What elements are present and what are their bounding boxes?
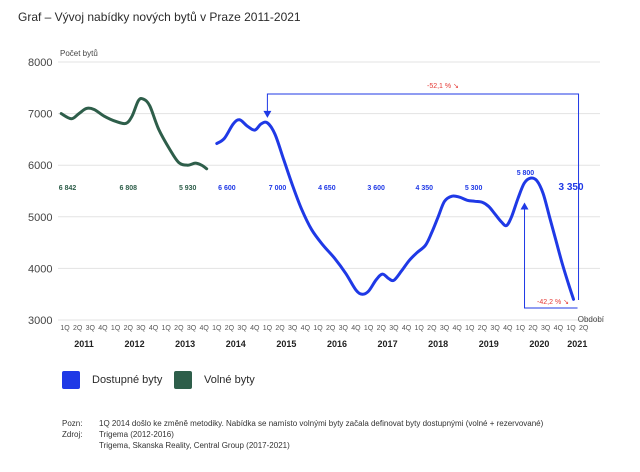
x-tick-quarter: 2Q [275, 325, 285, 332]
line-chart: 8000 7000 6000 5000 4000 3000 Počet bytů Období… [28, 49, 605, 349]
x-tick-quarter: 1Q [162, 325, 172, 332]
y-tick-label: 8000 [28, 57, 52, 69]
source-key: Zdroj: [62, 430, 83, 439]
x-tick-quarter: 4Q [554, 325, 564, 332]
x-tick-quarter: 1Q [566, 325, 576, 332]
x-tick-quarter: 3Q [187, 325, 197, 332]
x-tick-quarter: 1Q [516, 325, 526, 332]
source-line-1: Trigema (2012-2016) [99, 430, 174, 439]
y-tick-label: 5000 [28, 212, 52, 224]
x-tick-quarter: 2Q [377, 325, 387, 332]
x-tick-quarter: 3Q [490, 325, 500, 332]
legend-label-volne: Volné byty [204, 374, 255, 386]
x-tick-quarter: 4Q [98, 325, 108, 332]
series-line-dostupne-byty [215, 118, 576, 301]
x-tick-quarter: 3Q [237, 325, 247, 332]
source-line-2: Trigema, Skanska Reality, Central Group … [99, 441, 290, 450]
y-tick-label: 7000 [28, 109, 52, 121]
x-tick-quarter: 2Q [124, 325, 134, 332]
x-tick-quarter: 2Q [427, 325, 437, 332]
data-label: 7 000 [269, 185, 287, 192]
legend-label-dostupne: Dostupné byty [92, 374, 163, 386]
data-label: 5 300 [465, 185, 483, 192]
annotation-arrowhead [263, 110, 272, 118]
note-key: Pozn: [62, 419, 83, 428]
data-label: 5 930 [179, 185, 197, 192]
x-tick-year: 2012 [125, 339, 145, 349]
x-tick-quarter: 4Q [250, 325, 260, 332]
x-tick-quarter: 4Q [452, 325, 462, 332]
y-tick-label: 6000 [28, 160, 52, 172]
x-tick-quarter: 2Q [326, 325, 336, 332]
series-line-volne-byty [59, 97, 209, 171]
x-tick-quarter: 1Q [111, 325, 121, 332]
legend-swatch-blue [62, 371, 80, 389]
x-tick-year: 2014 [226, 339, 246, 349]
x-tick-year: 2020 [529, 339, 549, 349]
data-label: 3 350 [558, 182, 583, 193]
x-tick-quarter: 3Q [541, 325, 551, 332]
annotation-bracket-42 [524, 205, 578, 309]
x-tick-quarter: 1Q [263, 325, 273, 332]
footnotes: Pozn: 1Q 2014 došlo ke změně metodiky. Na… [62, 418, 543, 451]
annotation-arrowhead [520, 202, 529, 210]
x-tick-quarter: 2Q [225, 325, 235, 332]
x-tick-quarter: 3Q [389, 325, 399, 332]
y-tick-label: 4000 [28, 263, 52, 275]
y-axis-title: Počet bytů [60, 49, 98, 58]
x-tick-quarter: 1Q [313, 325, 323, 332]
x-tick-quarter: 2Q [174, 325, 184, 332]
x-tick-quarter: 2Q [579, 325, 589, 332]
data-label: 6 600 [218, 185, 236, 192]
x-tick-year: 2015 [276, 339, 296, 349]
x-tick-year: 2013 [175, 339, 195, 349]
x-tick-quarter: 4Q [351, 325, 361, 332]
data-label: 6 808 [119, 185, 137, 192]
annotation-label-52: -52,1 % ↘ [427, 83, 459, 90]
x-tick-quarter: 1Q [465, 325, 475, 332]
x-tick-quarter: 3Q [288, 325, 298, 332]
x-tick-year: 2021 [567, 339, 587, 349]
chart-title: Graf – Vývoj nabídky nových bytů v Praze… [18, 10, 301, 24]
x-axis-title: Období [578, 315, 605, 324]
annotation-label-42: -42,2 % ↘ [537, 299, 569, 306]
x-tick-quarter: 2Q [528, 325, 538, 332]
data-label: 3 600 [367, 185, 385, 192]
x-tick-quarter: 4Q [199, 325, 209, 332]
data-label: 4 350 [415, 185, 433, 192]
data-label: 5 800 [517, 170, 535, 177]
annotation-bracket-52 [266, 93, 580, 300]
x-tick-quarter: 1Q [364, 325, 374, 332]
x-tick-quarter: 3Q [136, 325, 146, 332]
legend-swatch-green [174, 371, 192, 389]
x-tick-quarter: 4Q [301, 325, 311, 332]
x-tick-quarter: 3Q [86, 325, 96, 332]
x-tick-quarter: 1Q [212, 325, 222, 332]
x-tick-quarter: 2Q [478, 325, 488, 332]
data-label: 4 650 [318, 185, 336, 192]
x-tick-quarter: 2Q [73, 325, 83, 332]
x-tick-year: 2011 [74, 339, 94, 349]
x-tick-quarter: 1Q [60, 325, 70, 332]
x-tick-quarter: 1Q [415, 325, 425, 332]
x-tick-quarter: 3Q [440, 325, 450, 332]
x-tick-quarter: 3Q [339, 325, 349, 332]
x-tick-quarter: 4Q [402, 325, 412, 332]
note-text: 1Q 2014 došlo ke změně metodiky. Nabídka… [99, 419, 544, 428]
x-tick-year: 2019 [479, 339, 499, 349]
x-tick-year: 2016 [327, 339, 347, 349]
data-label: 6 842 [59, 185, 77, 192]
x-tick-quarter: 4Q [149, 325, 159, 332]
x-tick-year: 2017 [378, 339, 398, 349]
x-tick-quarter: 4Q [503, 325, 513, 332]
x-tick-year: 2018 [428, 339, 448, 349]
y-tick-label: 3000 [28, 315, 52, 327]
legend-item-volne: Volné byty [174, 371, 255, 389]
legend-item-dostupne: Dostupné byty [62, 371, 162, 389]
